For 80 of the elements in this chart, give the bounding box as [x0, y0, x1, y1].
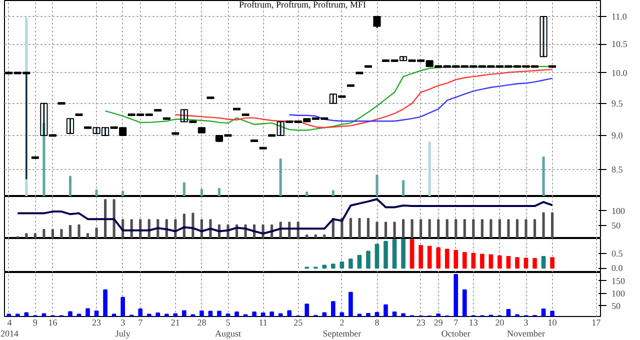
y-tick-label: 100: [612, 288, 626, 298]
bar: [340, 262, 344, 269]
y-tick-label: 0.0: [612, 263, 624, 274]
bar: [366, 250, 370, 269]
candlestick: [540, 16, 548, 58]
x-tick-label: 25: [294, 318, 304, 328]
bar: [454, 250, 458, 269]
x-tick-label: 23: [92, 318, 102, 328]
bar: [541, 256, 546, 269]
y-tick-label: 10.0: [612, 68, 628, 78]
bar: [374, 244, 380, 269]
candlestick: [154, 109, 162, 112]
y-tick-label: 11.0: [612, 11, 628, 22]
x-tick-label: 20: [495, 318, 505, 328]
candlestick: [58, 102, 66, 105]
x-tick-label: 7 October: [441, 318, 470, 338]
bar: [427, 246, 432, 269]
y-tick-label: 100: [612, 206, 626, 216]
line-series: [16, 198, 554, 235]
bar: [550, 257, 554, 269]
bar: [348, 258, 353, 269]
x-tick-label: 8: [374, 318, 380, 328]
x-tick-label: 23: [416, 318, 426, 328]
bar: [384, 240, 388, 269]
x-tick-label: 28: [197, 318, 207, 328]
bar: [532, 258, 537, 269]
candlestick: [548, 65, 556, 68]
bar: [498, 255, 502, 269]
x-tick-label: 9: [32, 318, 38, 328]
bar: [436, 247, 441, 269]
candlestick: [356, 72, 364, 74]
x-tick-label: 29: [434, 318, 444, 328]
candlestick: [75, 114, 83, 116]
candlestick: [259, 146, 267, 150]
candlestick: [172, 132, 180, 135]
candlestick: [346, 84, 354, 87]
candlestick: [233, 108, 241, 110]
y-tick-label: 9.5: [612, 98, 624, 108]
y-tick-label: 150: [612, 276, 626, 286]
x-tick-label: 11: [258, 318, 268, 328]
line-series: [174, 68, 553, 128]
bar: [322, 264, 327, 269]
candlestick: [162, 117, 170, 120]
candlestick: [250, 140, 258, 142]
bar: [471, 252, 476, 269]
x-tick-label: 21: [170, 318, 180, 328]
y-tick-label: 10.5: [612, 39, 628, 50]
line-series: [288, 78, 553, 122]
candlestick: [242, 114, 250, 116]
bar: [357, 254, 362, 269]
x-tick-label: 4 2014: [0, 318, 19, 338]
candlestick: [206, 96, 214, 100]
y-tick-label: 9.0: [612, 130, 624, 140]
y-tick-label: 50: [612, 220, 621, 230]
x-tick-label: 7: [138, 318, 144, 328]
candlestick: [364, 65, 372, 68]
bar: [515, 257, 520, 269]
bar: [462, 252, 467, 269]
bar: [418, 244, 423, 269]
bar: [480, 254, 484, 269]
x-tick-label: 2 September: [322, 318, 362, 338]
bar: [331, 264, 336, 269]
x-tick-label: 5 August: [215, 318, 242, 338]
bar: [524, 258, 528, 269]
x-tick-label: 3 November: [507, 318, 546, 338]
y-tick-label: 50: [612, 300, 621, 311]
x-tick-label: 16: [48, 318, 58, 328]
chart-title: Proftrum, Proftrum, Proftrum, MFI: [239, 0, 366, 10]
x-tick-label: 17: [592, 318, 602, 328]
x-tick-label: 3 July: [115, 318, 131, 338]
bar: [488, 254, 494, 269]
bar: [444, 248, 450, 269]
bar: [506, 256, 511, 269]
candlestick: [31, 156, 39, 159]
x-tick-label: 10: [548, 318, 558, 328]
y-tick-label: 0.5: [612, 248, 624, 259]
x-tick-label: 13: [468, 318, 478, 328]
candlestick: [66, 118, 74, 134]
y-tick-label: 8.5: [612, 164, 624, 174]
candlestick: [373, 16, 381, 29]
